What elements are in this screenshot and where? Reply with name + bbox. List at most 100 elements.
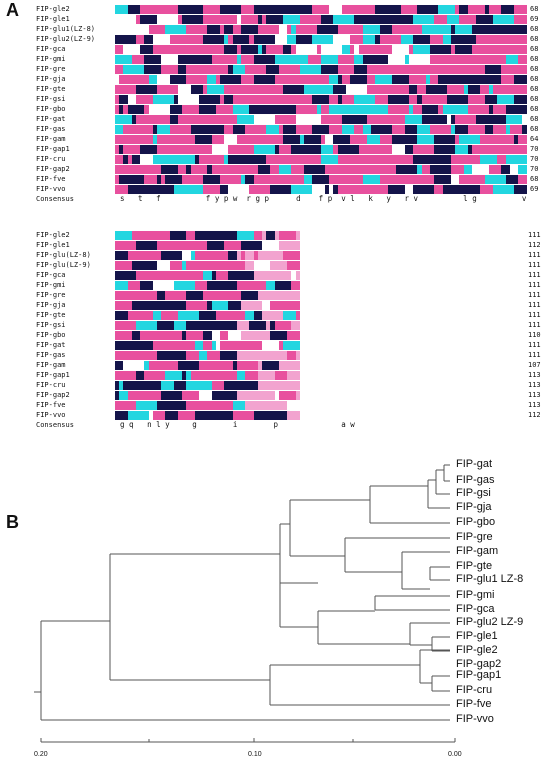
block2-number-13: 107	[528, 361, 541, 369]
alignment-cell-run	[224, 125, 233, 134]
alignment-cell-run	[379, 25, 388, 34]
alignment-cell-run	[199, 311, 216, 320]
alignment-cell-run	[119, 175, 141, 184]
alignment-cell-run	[455, 145, 468, 154]
alignment-cell-run	[165, 371, 183, 380]
alignment-cell-run	[224, 311, 229, 320]
alignment-cell-run	[115, 351, 132, 360]
alignment-cell-run	[127, 185, 145, 194]
alignment-cell-run	[446, 15, 460, 24]
alignment-cell-run	[459, 135, 481, 144]
alignment-cell-run	[152, 301, 174, 310]
block1-number-3: 68	[530, 35, 539, 43]
alignment-cell-run	[329, 125, 342, 134]
alignment-cell-run	[476, 15, 489, 24]
alignment-cell-run	[480, 155, 498, 164]
alignment-cell-run	[186, 321, 208, 330]
alignment-cell-run	[157, 321, 174, 330]
alignment-cell-run	[430, 55, 447, 64]
alignment-cell-run	[148, 251, 162, 260]
alignment-cell-run	[186, 401, 199, 410]
alignment-cell-run	[127, 371, 136, 380]
alignment-cell-run	[472, 145, 481, 154]
alignment-cell-run	[199, 401, 216, 410]
alignment-cell-run	[400, 65, 418, 74]
alignment-cell-run	[161, 251, 183, 260]
alignment-cell-run	[358, 145, 372, 154]
block1-name-13: FIP-gam	[36, 135, 66, 143]
alignment-cell-run	[115, 75, 120, 84]
alignment-cell-run	[274, 391, 279, 400]
alignment-cell-run	[316, 45, 321, 54]
alignment-cell-run	[446, 85, 464, 94]
alignment-cell-run	[367, 85, 388, 94]
alignment-cell-run	[241, 331, 254, 340]
alignment-cell-run	[509, 155, 527, 164]
alignment-cell-run	[249, 155, 267, 164]
alignment-cell-run	[354, 15, 359, 24]
alignment-cell-run	[194, 251, 199, 260]
alignment-cell-run	[488, 105, 493, 114]
alignment-cell-run	[367, 65, 380, 74]
alignment-cell-run	[270, 135, 283, 144]
alignment-cell-run	[245, 175, 254, 184]
alignment-cell-run	[182, 301, 187, 310]
alignment-cell-run	[459, 175, 468, 184]
alignment-cell-run	[430, 65, 443, 74]
alignment-cell-run	[287, 261, 300, 270]
alignment-cell-run	[215, 155, 225, 164]
alignment-cell-run	[341, 185, 363, 194]
alignment-cell-run	[262, 301, 271, 310]
alignment-cell-run	[161, 165, 178, 174]
alignment-cell-run	[262, 361, 279, 370]
alignment-cell-run	[299, 65, 321, 74]
alignment-cell-run	[157, 85, 178, 94]
alignment-cell-run	[320, 15, 334, 24]
alignment-cell-run	[337, 145, 342, 154]
alignment-cell-run	[123, 165, 141, 174]
alignment-cell-run	[169, 145, 178, 154]
alignment-cell-run	[241, 301, 246, 310]
alignment-cell-run	[148, 361, 162, 370]
alignment-cell-run	[299, 15, 309, 24]
alignment-cell-run	[346, 175, 363, 184]
alignment-cell-run	[501, 115, 506, 124]
alignment-cell-run	[224, 185, 229, 194]
alignment-cell-run	[148, 105, 170, 114]
alignment-cell-run	[308, 55, 321, 64]
block1-name-3: FIP-glu2(LZ-9)	[36, 35, 96, 43]
alignment-cell-run	[186, 301, 204, 310]
alignment-cell-run	[115, 391, 120, 400]
alignment-cell-run	[131, 75, 149, 84]
alignment-cell-run	[451, 125, 456, 134]
alignment-cell-run	[119, 95, 128, 104]
alignment-cell-run	[455, 65, 468, 74]
alignment-cell-run	[131, 261, 136, 270]
block2-name-4: FIP-gca	[36, 271, 66, 279]
alignment-cell-run	[274, 145, 279, 154]
alignment-cell-run	[312, 125, 330, 134]
alignment-cell-run	[186, 25, 208, 34]
alignment-cell-run	[274, 281, 292, 290]
alignment-cell-run	[388, 155, 397, 164]
tree-tip-17: FIP-fve	[456, 698, 492, 710]
alignment-cell-run	[211, 341, 216, 350]
alignment-cell-run	[392, 125, 405, 134]
alignment-cell-run	[417, 5, 439, 14]
alignment-cell-run	[232, 35, 250, 44]
block2-number-17: 113	[528, 401, 541, 409]
alignment-cell-run	[157, 125, 170, 134]
alignment-cell-run	[383, 65, 401, 74]
alignment-cell-run	[190, 231, 195, 240]
alignment-cell-run	[115, 301, 132, 310]
alignment-cell-run	[278, 65, 296, 74]
block1-number-0: 68	[530, 5, 539, 13]
tree-tip-16: FIP-cru	[456, 684, 493, 696]
alignment-cell-run	[190, 381, 195, 390]
tree-tip-7: FIP-gte	[456, 560, 493, 572]
alignment-cell-run	[287, 351, 296, 360]
alignment-cell-run	[194, 381, 212, 390]
block1-name-10: FIP-gbo	[36, 105, 66, 113]
alignment-cell-run	[182, 391, 199, 400]
alignment-cell-run	[194, 45, 204, 54]
